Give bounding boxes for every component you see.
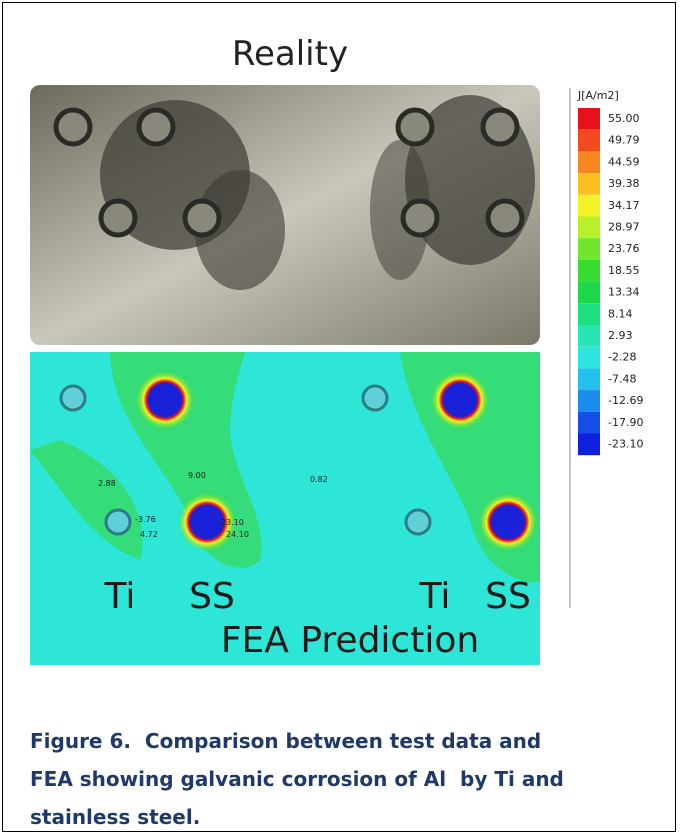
colorbar-swatch xyxy=(578,412,600,434)
colorbar-swatch xyxy=(578,282,600,304)
colorbar-label: 55.00 xyxy=(608,112,640,125)
colorbar-label: 13.34 xyxy=(608,286,640,299)
probe-label: 2.88 xyxy=(98,479,116,488)
colorbar-label: -7.48 xyxy=(608,372,636,385)
fea-title: FEA Prediction xyxy=(221,620,479,661)
colorbar-label: -2.28 xyxy=(608,351,636,364)
colorbar-label: 28.97 xyxy=(608,221,640,234)
colorbar-label: 39.38 xyxy=(608,177,640,190)
colorbar-swatch xyxy=(578,151,600,173)
colorbar-swatch xyxy=(578,347,600,369)
colorbar-swatch xyxy=(578,390,600,412)
colorbar: 55.00 49.79 44.59 39.38 34.17 28.97 23.76 18.55… xyxy=(578,108,643,455)
colorbar-swatch xyxy=(578,303,600,325)
probe-label: -3.76 xyxy=(135,515,156,524)
material-label: SS xyxy=(189,576,235,617)
colorbar-label: -17.90 xyxy=(608,416,643,429)
colorbar-label: -12.69 xyxy=(608,394,643,407)
material-label: Ti xyxy=(419,576,451,617)
colorbar-label: -23.10 xyxy=(608,438,643,451)
probe-label: 0.82 xyxy=(310,475,328,484)
colorbar-title: J[A/m2] xyxy=(577,89,619,102)
colorbar-swatch xyxy=(578,238,600,260)
colorbar-swatch xyxy=(578,217,600,239)
colorbar-label: 2.93 xyxy=(608,329,633,342)
colorbar-label: 34.17 xyxy=(608,199,640,212)
probe-label: 24.10 xyxy=(226,530,249,539)
material-label: Ti xyxy=(104,576,136,617)
photo xyxy=(30,85,540,345)
colorbar-swatch xyxy=(578,173,600,195)
figure: Reality 2.88 9.00 0.82 -3.76 4.72 -23.10… xyxy=(0,0,680,720)
colorbar-label: 18.55 xyxy=(608,264,640,277)
colorbar-label: 8.14 xyxy=(608,307,633,320)
probe-label: 4.72 xyxy=(140,530,158,539)
colorbar-swatch xyxy=(578,260,600,282)
colorbar-swatch xyxy=(578,108,600,130)
photo-title: Reality xyxy=(232,34,348,74)
colorbar-swatch xyxy=(578,325,600,347)
colorbar-label: 49.79 xyxy=(608,134,640,147)
colorbar-label: 44.59 xyxy=(608,155,640,168)
caption: Figure 6. Comparison between test data a… xyxy=(30,722,590,836)
colorbar-swatch xyxy=(578,434,600,456)
colorbar-swatch xyxy=(578,195,600,217)
colorbar-swatch xyxy=(578,368,600,390)
material-label: SS xyxy=(485,576,531,617)
probe-label: -23.10 xyxy=(218,518,244,527)
probe-label: 9.00 xyxy=(188,471,206,480)
colorbar-label: 23.76 xyxy=(608,242,640,255)
colorbar-swatch xyxy=(578,130,600,152)
fea-plot xyxy=(30,352,540,665)
page: Reality 2.88 9.00 0.82 -3.76 4.72 -23.10… xyxy=(0,0,680,835)
